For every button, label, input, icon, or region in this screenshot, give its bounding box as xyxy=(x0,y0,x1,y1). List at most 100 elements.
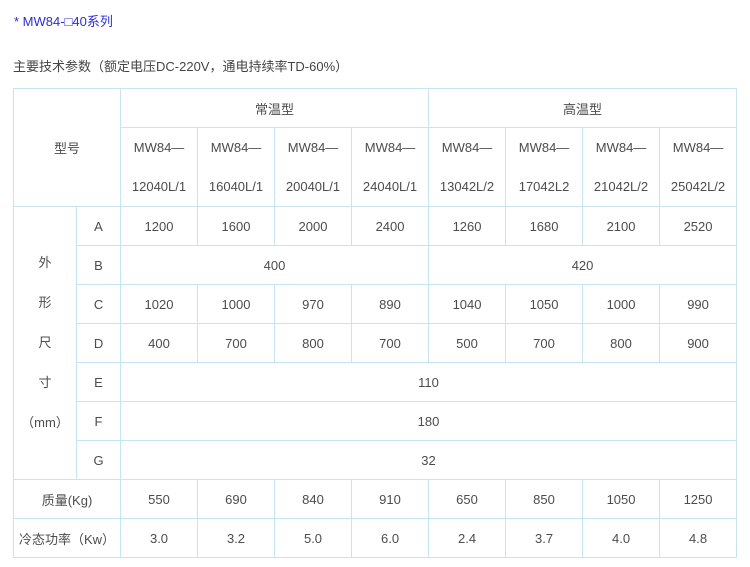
table-cell: 550 xyxy=(120,479,199,519)
table-cell: 700 xyxy=(197,323,276,363)
row-letter: F xyxy=(75,401,122,441)
dim-char: 尺 xyxy=(38,335,52,350)
table-cell: 650 xyxy=(428,479,507,519)
table-cell: 1600 xyxy=(197,206,276,246)
dimension-label: 外 形 尺 寸 （mm） xyxy=(13,206,77,480)
table-cell: 1000 xyxy=(582,284,661,324)
table-cell: 1680 xyxy=(505,206,584,246)
table-cell: 800 xyxy=(582,323,661,363)
model-header: MW84— 20040L/1 xyxy=(274,127,353,207)
header-model-row: MW84— 12040L/1 MW84— 16040L/1 MW84— 20040L/… xyxy=(14,127,738,207)
table-cell: 1050 xyxy=(505,284,584,324)
model-header: MW84— 17042L2 xyxy=(505,127,584,207)
table-row-d: D 400 700 800 700 500 700 800 900 xyxy=(14,323,738,363)
table-row-f: F 180 xyxy=(14,401,738,441)
table-row-e: E 110 xyxy=(14,362,738,402)
table-row-power: 冷态功率（Kw） 3.0 3.2 5.0 6.0 2.4 3.7 4.0 4.8 xyxy=(12,518,738,558)
group-header-normal-temp: 常温型 xyxy=(120,88,430,128)
table-cell: 1050 xyxy=(582,479,661,519)
table-cell: 840 xyxy=(274,479,353,519)
model-header: MW84— 12040L/1 xyxy=(120,127,199,207)
table-cell: 3.2 xyxy=(197,518,276,558)
table-cell: 690 xyxy=(197,479,276,519)
table-cell: 3.0 xyxy=(120,518,199,558)
table-cell: 4.8 xyxy=(659,518,738,558)
model-header: MW84— 16040L/1 xyxy=(197,127,276,207)
table-cell: 890 xyxy=(351,284,430,324)
model-line2: 25042L/2 xyxy=(670,179,726,194)
table-cell: 2.4 xyxy=(428,518,507,558)
model-line1: MW84— xyxy=(287,140,339,155)
table-row-mass: 质量(Kg) 550 690 840 910 650 850 1050 1250 xyxy=(12,479,738,519)
table-cell: 500 xyxy=(428,323,507,363)
group-header-high-temp: 高温型 xyxy=(428,88,738,128)
model-line2: 17042L2 xyxy=(518,179,570,194)
table-cell: 6.0 xyxy=(351,518,430,558)
header-group-row: 型号 常温型 高温型 xyxy=(12,88,738,207)
model-header: MW84— 24040L/1 xyxy=(351,127,430,207)
table-row-b: B 400 420 xyxy=(14,245,738,285)
model-line2: 21042L/2 xyxy=(593,179,649,194)
table-cell: 180 xyxy=(120,401,738,441)
row-letter: C xyxy=(75,284,122,324)
table-cell: 910 xyxy=(351,479,430,519)
model-header: MW84— 21042L/2 xyxy=(582,127,661,207)
table-row-g: G 32 xyxy=(14,440,738,480)
table-cell: 5.0 xyxy=(274,518,353,558)
model-line1: MW84— xyxy=(210,140,262,155)
model-line1: MW84— xyxy=(595,140,647,155)
table-cell: 2520 xyxy=(659,206,738,246)
table-cell: 1020 xyxy=(120,284,199,324)
dim-char: （mm） xyxy=(21,415,69,430)
model-header: MW84— 13042L/2 xyxy=(428,127,507,207)
tech-params-subtitle: 主要技术参数（额定电压DC-220V，通电持续率TD-60%） xyxy=(13,59,349,74)
model-line2: 13042L/2 xyxy=(439,179,495,194)
table-cell: 1200 xyxy=(120,206,199,246)
table-cell: 2000 xyxy=(274,206,353,246)
table-cell: 900 xyxy=(659,323,738,363)
dim-char: 寸 xyxy=(38,375,52,390)
table-cell: 800 xyxy=(274,323,353,363)
table-cell: 1000 xyxy=(197,284,276,324)
model-line2: 24040L/1 xyxy=(362,179,418,194)
table-cell: 990 xyxy=(659,284,738,324)
corner-header-model: 型号 xyxy=(12,88,122,207)
table-cell: 970 xyxy=(274,284,353,324)
table-cell: 4.0 xyxy=(582,518,661,558)
power-row-label: 冷态功率（Kw） xyxy=(12,518,122,558)
table-cell: 1260 xyxy=(428,206,507,246)
dim-char: 形 xyxy=(38,295,52,310)
table-cell: 850 xyxy=(505,479,584,519)
mass-row-label: 质量(Kg) xyxy=(12,479,122,519)
table-cell: 700 xyxy=(351,323,430,363)
model-line1: MW84— xyxy=(672,140,724,155)
table-cell: 3.7 xyxy=(505,518,584,558)
model-line1: MW84— xyxy=(364,140,416,155)
table-cell: 110 xyxy=(120,362,738,402)
model-line2: 16040L/1 xyxy=(208,179,264,194)
model-line2: 12040L/1 xyxy=(131,179,187,194)
table-cell: 32 xyxy=(120,440,738,480)
table-cell: 700 xyxy=(505,323,584,363)
table-cell: 420 xyxy=(428,245,738,285)
row-letter: E xyxy=(75,362,122,402)
row-letter: A xyxy=(75,206,122,246)
row-letter: B xyxy=(75,245,122,285)
model-line1: MW84— xyxy=(133,140,185,155)
table-cell: 1250 xyxy=(659,479,738,519)
table-row-a: 外 形 尺 寸 （mm） A 1200 1600 2000 2400 1260 … xyxy=(13,206,738,480)
spec-table: 型号 常温型 高温型 MW84— 12040L/1 MW84— 16040L/1 M… xyxy=(12,88,738,558)
model-line1: MW84— xyxy=(441,140,493,155)
row-letter: D xyxy=(75,323,122,363)
table-row-c: C 1020 1000 970 890 1040 1050 1000 990 xyxy=(14,284,738,324)
table-cell: 400 xyxy=(120,323,199,363)
model-line2: 20040L/1 xyxy=(285,179,341,194)
model-line1: MW84— xyxy=(518,140,570,155)
table-cell: 400 xyxy=(120,245,430,285)
table-cell: 2100 xyxy=(582,206,661,246)
table-cell: 1040 xyxy=(428,284,507,324)
table-cell: 2400 xyxy=(351,206,430,246)
series-title-link[interactable]: * MW84-□40系列 xyxy=(14,14,113,29)
dim-char: 外 xyxy=(38,255,52,270)
model-header: MW84— 25042L/2 xyxy=(659,127,738,207)
